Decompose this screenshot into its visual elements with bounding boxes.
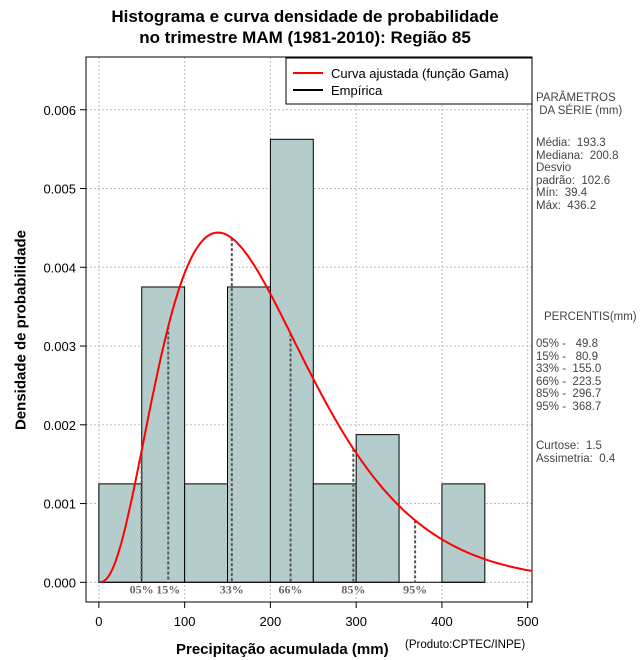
- percentile-label: 85%: [341, 582, 365, 596]
- distribution-stats: Curtose: 1.5 Assimetria: 0.4: [536, 440, 616, 465]
- percentile-label: 95%: [403, 582, 427, 596]
- x-tick-label: 500: [517, 614, 539, 629]
- y-axis-label: Densidade de probabilidade: [12, 229, 30, 431]
- y-tick-label: 0.004: [43, 260, 76, 275]
- percentile-label: 05%: [130, 582, 154, 596]
- histogram-bar: [98, 483, 143, 583]
- histogram-bar: [184, 483, 229, 583]
- percentiles-list: 05% - 49.8 15% - 80.9 33% - 155.0 66% - …: [536, 338, 602, 413]
- chart-title: Histograma e curva densidade de probabil…: [0, 6, 610, 48]
- x-tick-label: 100: [174, 614, 196, 629]
- percentile-label: 15%: [156, 582, 180, 596]
- legend-box: [285, 57, 533, 105]
- percentile-label: 66%: [279, 582, 303, 596]
- histogram-bars: [98, 138, 486, 583]
- percentile-label: 33%: [220, 582, 244, 596]
- histogram-bar: [441, 483, 486, 583]
- y-tick-label: 0.000: [43, 575, 76, 590]
- legend: Curva ajustada (função Gama) Empírica: [285, 57, 533, 105]
- x-tick-label: 400: [431, 614, 453, 629]
- chart-title-line1: Histograma e curva densidade de probabil…: [111, 7, 499, 26]
- x-tick-label: 300: [345, 614, 367, 629]
- x-tick-label: 0: [95, 614, 102, 629]
- series-parameters: Média: 193.3 Mediana: 200.8 Desvio padrã…: [536, 137, 619, 212]
- x-tick-label: 200: [260, 614, 282, 629]
- histogram-bar: [355, 434, 400, 583]
- series-parameters-header: PARÂMETROS DA SÉRIE (mm): [536, 92, 623, 117]
- gamma-density-curve: [100, 231, 532, 584]
- y-tick-label: 0.005: [43, 182, 76, 197]
- product-credit: (Produto:CPTEC/INPE): [405, 639, 526, 651]
- histogram-bar: [141, 286, 186, 583]
- y-tick-label: 0.001: [43, 497, 76, 512]
- legend-curve-label: Curva ajustada (função Gama): [331, 66, 509, 81]
- chart-title-line2: no trimestre MAM (1981-2010): Região 85: [139, 28, 471, 47]
- legend-empirical-label: Empírica: [331, 83, 383, 98]
- x-axis-label: Precipitação acumulada (mm): [176, 641, 389, 658]
- percentiles-header: PERCENTIS(mm): [544, 311, 637, 323]
- y-tick-label: 0.003: [43, 339, 76, 354]
- y-tick-label: 0.002: [43, 418, 76, 433]
- plot-frame: [85, 56, 533, 603]
- axes: 0 100 200 300 400 500 0.000 0.001 0.002 0.003 0.00…: [43, 103, 538, 629]
- histogram-bar: [227, 286, 271, 583]
- histogram-bar: [269, 138, 314, 583]
- y-tick-label: 0.006: [43, 103, 76, 118]
- histogram-bar: [312, 483, 357, 583]
- percentile-markers: 05% 15% 33% 66% 85% 95%: [130, 238, 427, 596]
